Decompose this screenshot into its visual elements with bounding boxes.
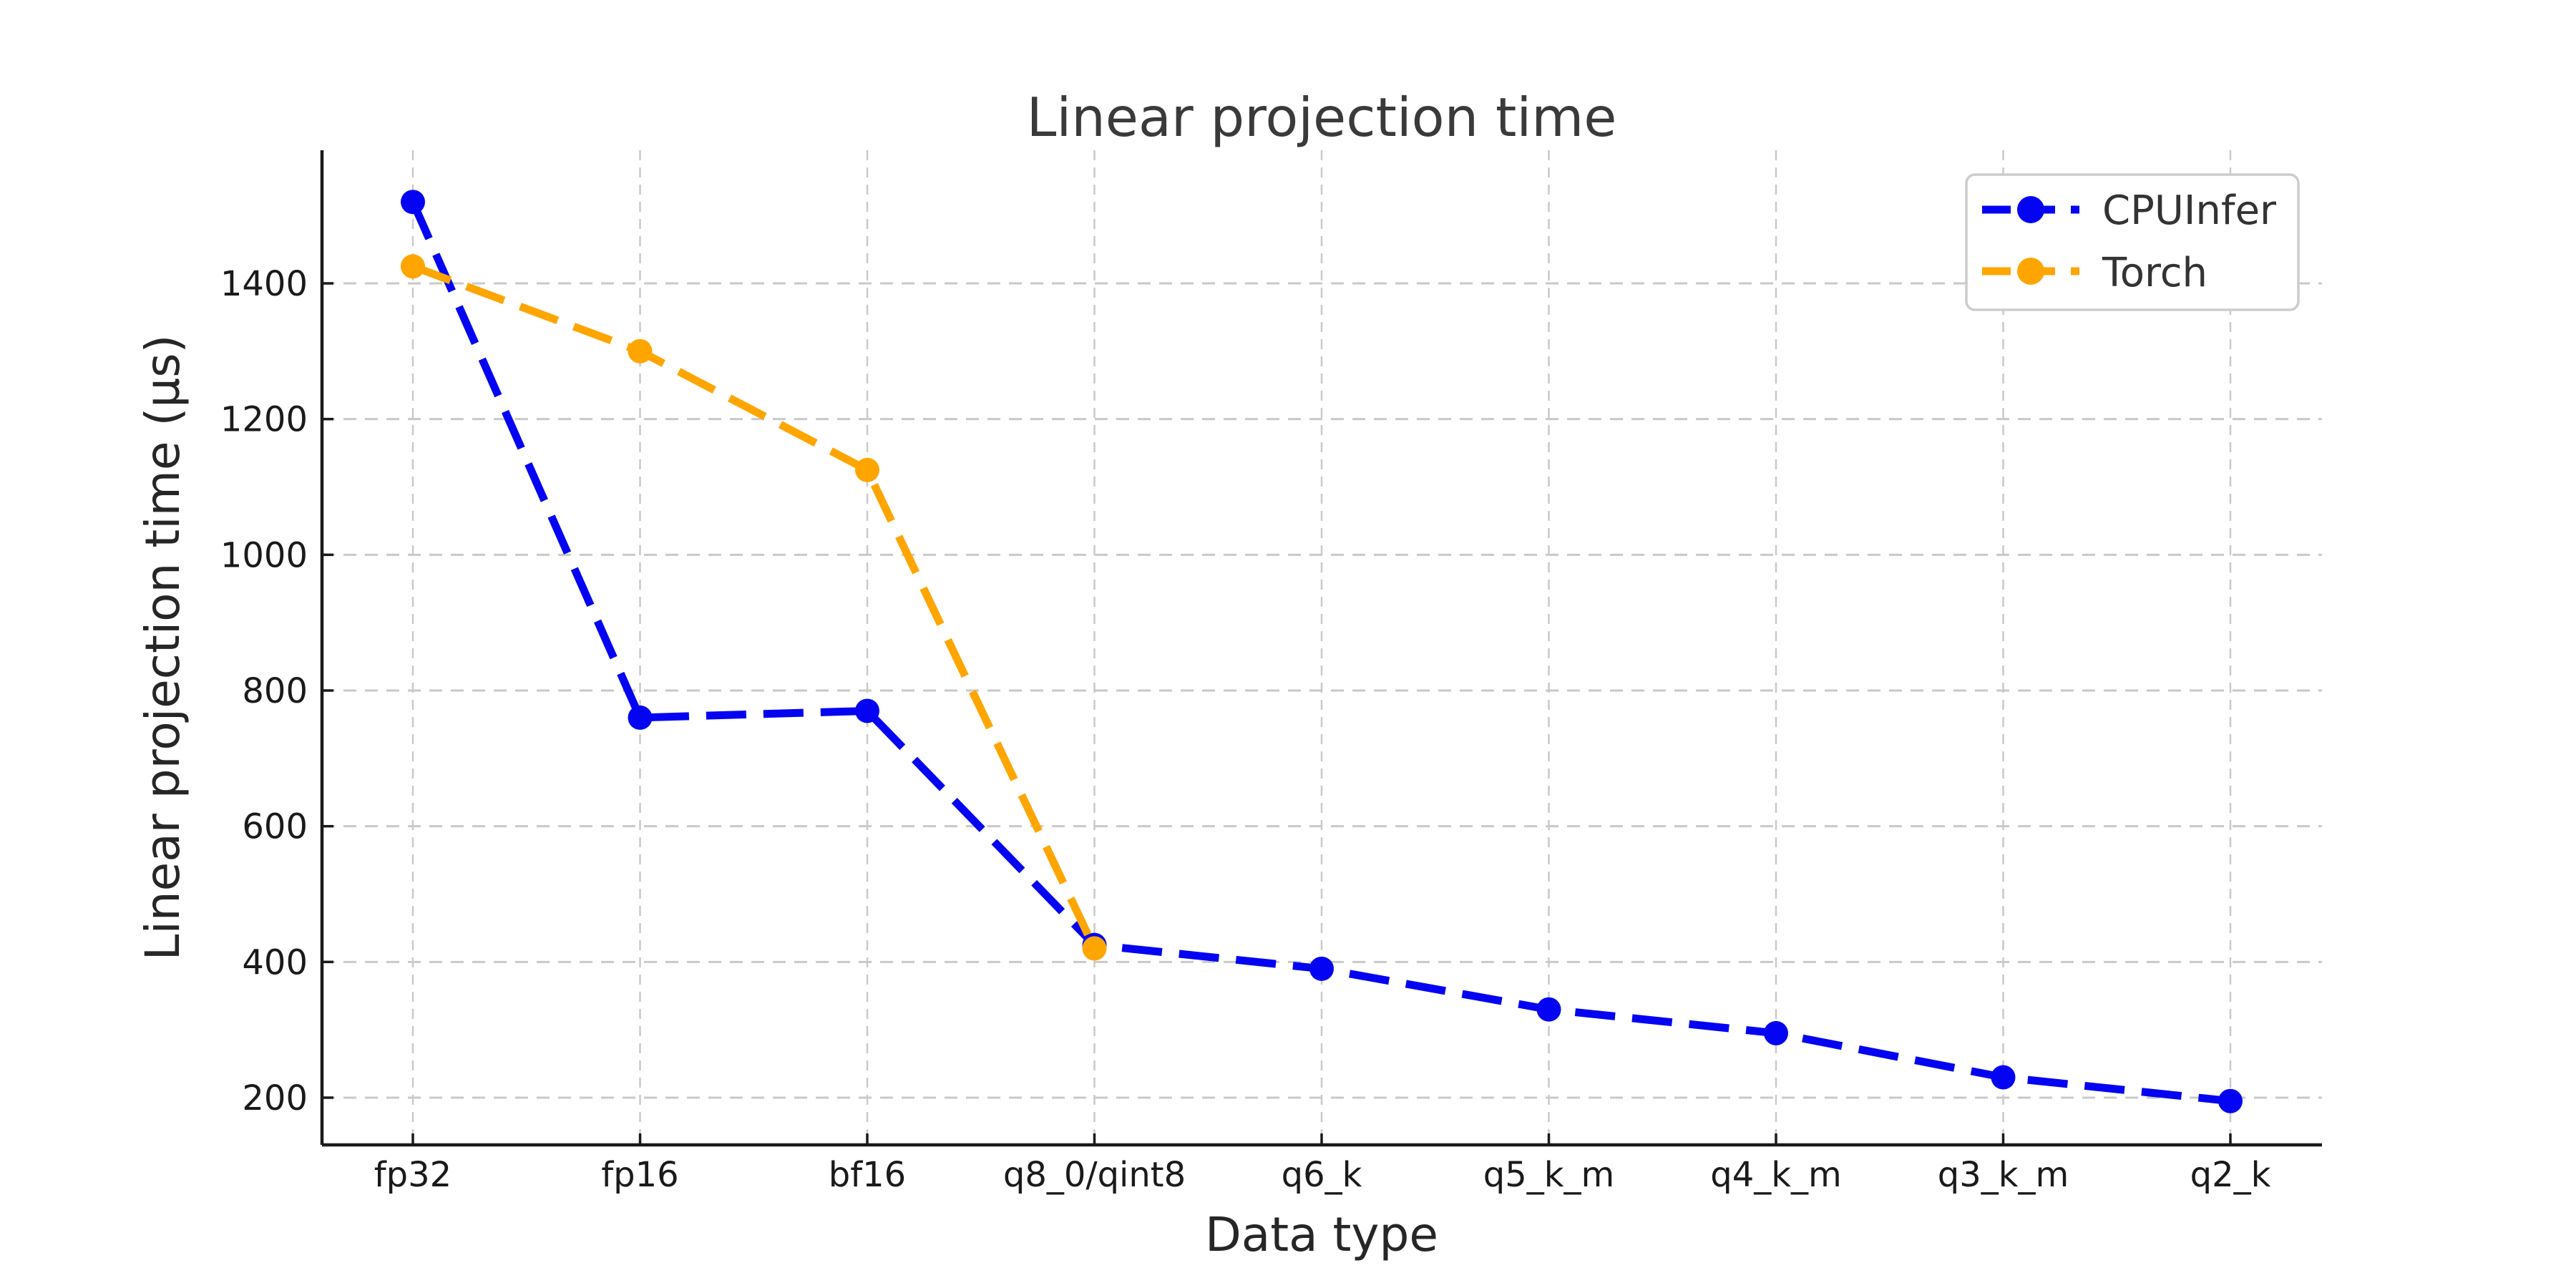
x-axis-label: Data type <box>1205 1207 1438 1262</box>
data-point-cpuinfer-bf16 <box>855 698 879 723</box>
legend-label-torch: Torch <box>2102 250 2207 296</box>
x-tick-label-q6_k: q6_k <box>1282 1155 1362 1195</box>
y-tick-label-1400: 1400 <box>220 264 308 304</box>
series-line-torch <box>411 263 1098 950</box>
data-point-torch-fp32 <box>401 254 425 279</box>
data-point-cpuinfer-fp32 <box>401 190 425 215</box>
legend-label-cpuinfer: CPUInfer <box>2102 187 2277 234</box>
data-point-cpuinfer-q2_k <box>2218 1088 2243 1113</box>
legend: CPUInfer Torch <box>1965 173 2300 311</box>
data-point-torch-fp16 <box>628 338 653 364</box>
data-point-cpuinfer-q5_k_m <box>1536 997 1561 1022</box>
data-point-cpuinfer-q3_k_m <box>1991 1065 2016 1090</box>
y-tick-label-1000: 1000 <box>220 535 308 575</box>
data-point-torch-bf16 <box>855 457 879 482</box>
x-tick-label-fp16: fp16 <box>601 1155 678 1195</box>
x-tick-label-q8_0/qint8: q8_0/qint8 <box>1003 1155 1186 1195</box>
y-axis-label: Linear projection time (µs) <box>135 335 190 961</box>
x-tick-label-q3_k_m: q3_k_m <box>1938 1155 2069 1195</box>
y-tick-label-400: 400 <box>242 942 308 982</box>
x-tick-label-bf16: bf16 <box>829 1155 906 1195</box>
y-tick-label-200: 200 <box>242 1078 308 1118</box>
data-point-cpuinfer-fp16 <box>628 705 653 730</box>
tick-layer: 200 400 600 800 1000 1200 1400 fp32 fp16 bf16 q8_0… <box>220 264 2271 1195</box>
legend-entry-torch: Torch <box>1982 250 2207 296</box>
legend-marker-torch <box>2017 258 2044 285</box>
legend-marker-cpuinfer <box>2017 196 2044 223</box>
y-tick-label-600: 600 <box>242 807 308 847</box>
x-tick-label-q4_k_m: q4_k_m <box>1710 1155 1842 1195</box>
legend-entry-cpuinfer: CPUInfer <box>1982 187 2277 234</box>
y-tick-label-800: 800 <box>242 671 308 711</box>
data-point-cpuinfer-q6_k <box>1309 956 1334 981</box>
data-point-cpuinfer-q4_k_m <box>1764 1020 1788 1045</box>
series-layer <box>401 190 2243 1113</box>
y-tick-label-1200: 1200 <box>220 400 308 440</box>
chart-title: Linear projection time <box>1027 86 1617 149</box>
x-tick-label-q2_k: q2_k <box>2190 1155 2271 1195</box>
data-point-torch-q8_0/qint8 <box>1082 936 1107 961</box>
x-tick-label-fp32: fp32 <box>374 1155 452 1195</box>
x-tick-label-q5_k_m: q5_k_m <box>1483 1155 1615 1195</box>
